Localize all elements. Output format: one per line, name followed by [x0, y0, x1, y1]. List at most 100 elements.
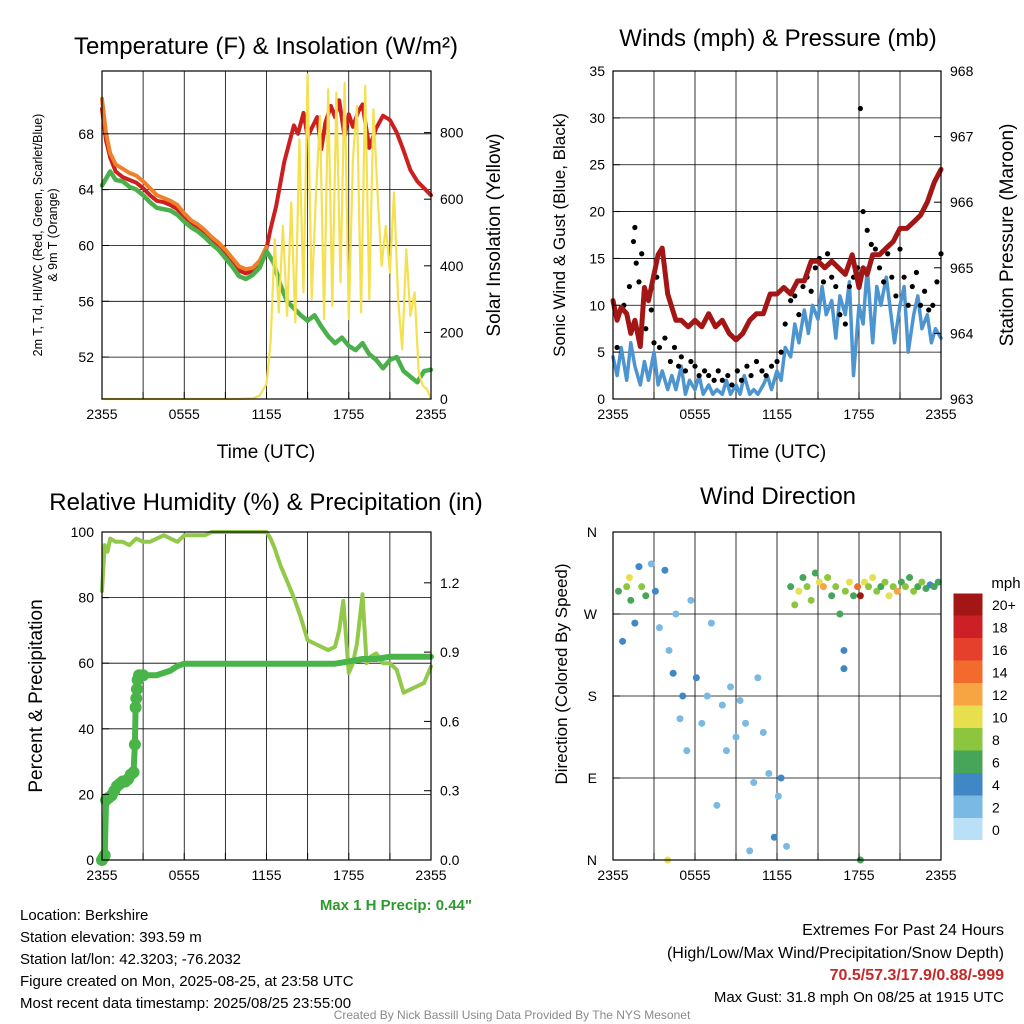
colorbar-swatch	[953, 593, 983, 616]
gust-point	[800, 283, 806, 290]
pressure-y-label: Station Pressure (Maroon)	[997, 124, 1018, 347]
x-tick-label: 0555	[169, 406, 200, 422]
wind-direction-point	[850, 592, 858, 600]
wind-direction-point	[703, 692, 711, 700]
gust-point	[842, 321, 848, 327]
colorbar-swatch	[953, 638, 983, 661]
wind-direction-point	[746, 847, 754, 855]
wind-direction-point	[707, 619, 715, 627]
wind-direction-point	[742, 719, 750, 727]
gust-point	[734, 368, 740, 374]
colorbar-swatch	[953, 660, 983, 683]
wind-direction-point	[619, 637, 627, 645]
y-tick-label: S	[588, 688, 597, 704]
gust-point	[676, 363, 682, 369]
gust-point	[917, 302, 924, 308]
wind-direction-point	[679, 692, 687, 700]
gust-point	[926, 307, 932, 313]
x-tick-label: 2355	[925, 406, 956, 422]
wind-direction-point	[865, 583, 873, 591]
y2-tick-label: 966	[950, 194, 974, 210]
wind-direction-point	[869, 574, 877, 582]
wind-direction-point	[642, 592, 650, 600]
wind-direction-point	[631, 619, 639, 627]
temp-panel-title: Temperature (F) & Insolation (W/m²)	[74, 33, 458, 60]
y-tick-label: 10	[589, 297, 605, 313]
gust-point	[876, 265, 883, 271]
y-tick-label: 0	[597, 391, 605, 407]
wind-direction-point	[750, 779, 758, 787]
y-tick-label: 52	[78, 349, 94, 365]
y-tick-label: 100	[71, 524, 95, 540]
gust-point	[833, 283, 839, 290]
gust-point	[872, 246, 879, 252]
y-tick-label: 5	[597, 344, 605, 360]
x-tick-label: 0555	[169, 867, 200, 883]
wind-direction-point	[803, 583, 811, 591]
wind-direction-point	[765, 769, 773, 777]
wind-direction-point	[647, 560, 655, 568]
gust-point	[768, 363, 775, 369]
wind-direction-point	[672, 610, 680, 618]
y-tick-label: 35	[589, 63, 605, 79]
y2-tick-label: 1.2	[440, 575, 460, 591]
wind-direction-point	[651, 587, 659, 595]
y-tick-label: 20	[589, 204, 605, 220]
gust-point	[753, 358, 760, 365]
gust-point	[682, 368, 689, 374]
wind-direction-point	[718, 701, 726, 709]
colorbar-label: 4	[992, 777, 1000, 793]
gust-point	[701, 368, 708, 374]
x-tick-label: 2355	[415, 867, 446, 883]
wind-direction-point	[669, 669, 677, 677]
wind-direction-point	[930, 583, 938, 591]
gust-point	[667, 358, 674, 365]
wind-direction-point	[732, 733, 740, 741]
colorbar-label: 0	[992, 822, 1000, 838]
wind-direction-point	[795, 587, 803, 595]
gust-point	[651, 340, 657, 346]
gust-point	[812, 265, 818, 271]
y-tick-label: 56	[78, 293, 94, 309]
precip-point	[130, 683, 143, 696]
wind-direction-point	[845, 578, 853, 586]
colorbar-swatch	[953, 728, 983, 751]
precip-point	[128, 738, 141, 751]
colorbar-label: 14	[992, 665, 1008, 681]
y-tick-label: 20	[78, 786, 94, 802]
wind-direction-point	[736, 697, 744, 705]
rh-panel-title: Relative Humidity (%) & Precipitation (i…	[49, 489, 482, 516]
gust-point	[636, 279, 642, 285]
wind-direction-point	[832, 583, 840, 591]
gust-point	[639, 251, 645, 257]
extremes-values: 70.5/57.3/17.9/0.88/-999	[830, 967, 1004, 984]
gust-point	[792, 293, 798, 299]
wind-series-line	[611, 266, 943, 397]
gust-point	[614, 344, 620, 351]
y2-tick-label: 600	[440, 191, 464, 207]
gust-point	[864, 227, 870, 233]
gust-point	[897, 246, 903, 252]
wind-direction-point	[873, 587, 881, 595]
temp-x-label: Time (UTC)	[217, 442, 316, 463]
precip-point	[129, 701, 142, 714]
colorbar-label: 18	[992, 620, 1008, 636]
dir-panel-title: Wind Direction	[700, 483, 856, 510]
gust-point	[782, 321, 788, 327]
info-location: Location: Berkshire	[20, 907, 149, 924]
x-tick-label: 0555	[679, 867, 710, 883]
colorbar-label: 6	[992, 755, 1000, 771]
x-tick-label: 1155	[762, 867, 792, 883]
gust-point	[796, 312, 802, 318]
colorbar-swatch	[953, 773, 983, 796]
y-tick-label: N	[587, 852, 597, 868]
wind-direction-point	[614, 587, 622, 595]
gust-point	[706, 372, 712, 379]
x-tick-label: 2355	[86, 406, 117, 422]
pressure-series-line	[610, 166, 944, 349]
x-tick-label: 2355	[86, 867, 117, 883]
wind-direction-point	[901, 583, 909, 591]
wind-direction-point	[893, 587, 901, 595]
gust-point	[930, 302, 936, 308]
gust-point	[893, 293, 899, 299]
